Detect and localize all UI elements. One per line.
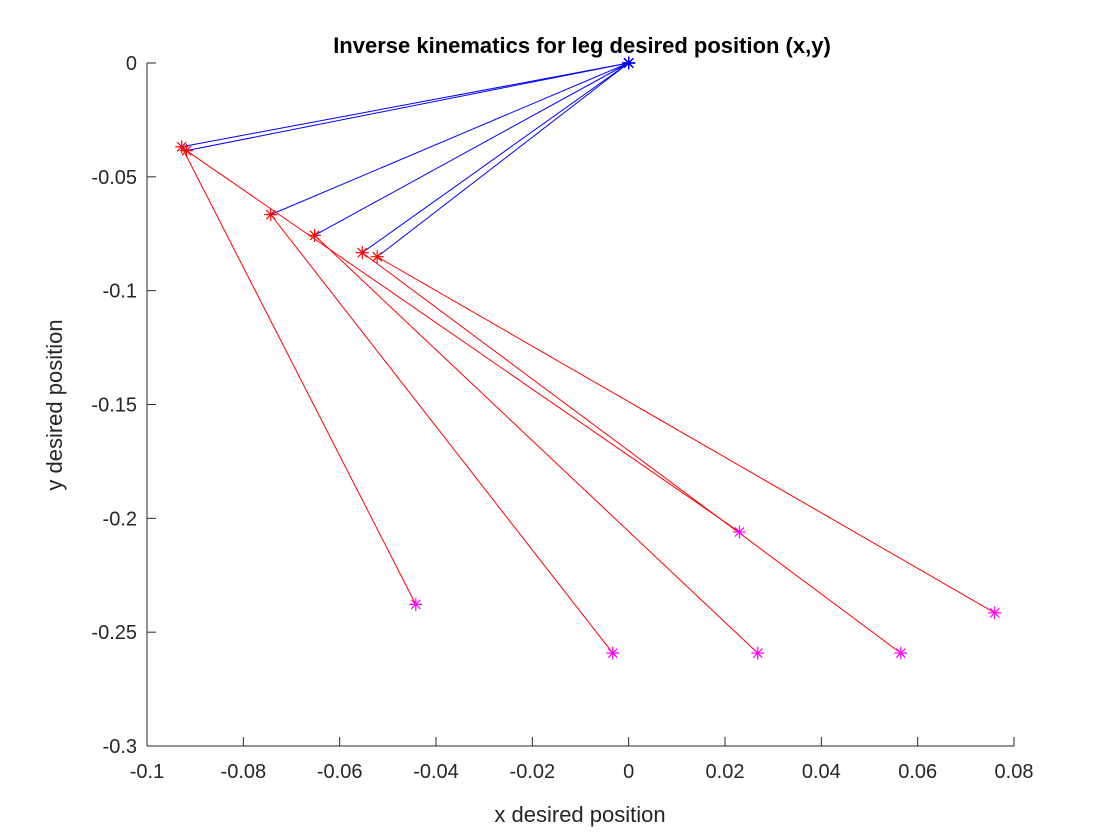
x-axis-label: x desired position (494, 802, 665, 827)
axes: -0.1 -0.08 -0.06 -0.04 -0.02 0 0.02 0.04 0.06 0.0… (91, 53, 1033, 783)
x-tick-label: 0 (623, 761, 634, 783)
lower-leg-segment (362, 252, 902, 654)
y-tick-label: -0.05 (91, 167, 137, 189)
lower-leg-segment (186, 150, 740, 533)
chart-title: Inverse kinematics for leg desired posit… (333, 33, 831, 58)
y-tick-label: -0.3 (103, 736, 137, 758)
foot-marker (732, 525, 746, 539)
knee-marker (355, 246, 369, 260)
x-tick-label: -0.04 (413, 761, 459, 783)
y-tick-label: -0.1 (103, 281, 137, 303)
foot-marker (988, 606, 1002, 620)
foot-marker (894, 646, 908, 660)
chart-marks (175, 56, 1002, 660)
y-tick-label: -0.15 (91, 395, 137, 417)
upper-leg-segment (376, 62, 629, 258)
x-tick-label: -0.02 (510, 761, 556, 783)
upper-leg-segment (270, 62, 629, 216)
knee-marker (264, 208, 278, 222)
x-tick-label: -0.1 (130, 761, 164, 783)
upper-leg-segment (314, 62, 629, 236)
y-axis-label: y desired position (42, 319, 67, 490)
x-tick-label: -0.06 (317, 761, 363, 783)
x-tick-label: 0.08 (995, 761, 1034, 783)
upper-leg-segment (181, 62, 629, 148)
foot-marker (606, 646, 620, 660)
lower-leg-segment (181, 146, 417, 605)
lower-leg-segment (376, 256, 995, 614)
upper-leg-segment (186, 62, 629, 152)
knee-marker (179, 144, 193, 158)
knee-marker (308, 228, 322, 242)
hip-marker (622, 56, 636, 70)
knee-marker (370, 250, 384, 264)
x-tick-label: 0.06 (898, 761, 937, 783)
y-tick-label: -0.25 (91, 622, 137, 644)
foot-marker (409, 597, 423, 611)
foot-marker (751, 646, 765, 660)
upper-leg-segment (362, 62, 629, 254)
x-tick-label: 0.02 (706, 761, 745, 783)
x-tick-label: 0.04 (802, 761, 841, 783)
y-tick-label: 0 (126, 53, 137, 75)
x-tick-label: -0.08 (221, 761, 267, 783)
lower-leg-segment (270, 214, 614, 654)
lower-leg-segment (314, 234, 759, 654)
y-tick-label: -0.2 (103, 508, 137, 530)
